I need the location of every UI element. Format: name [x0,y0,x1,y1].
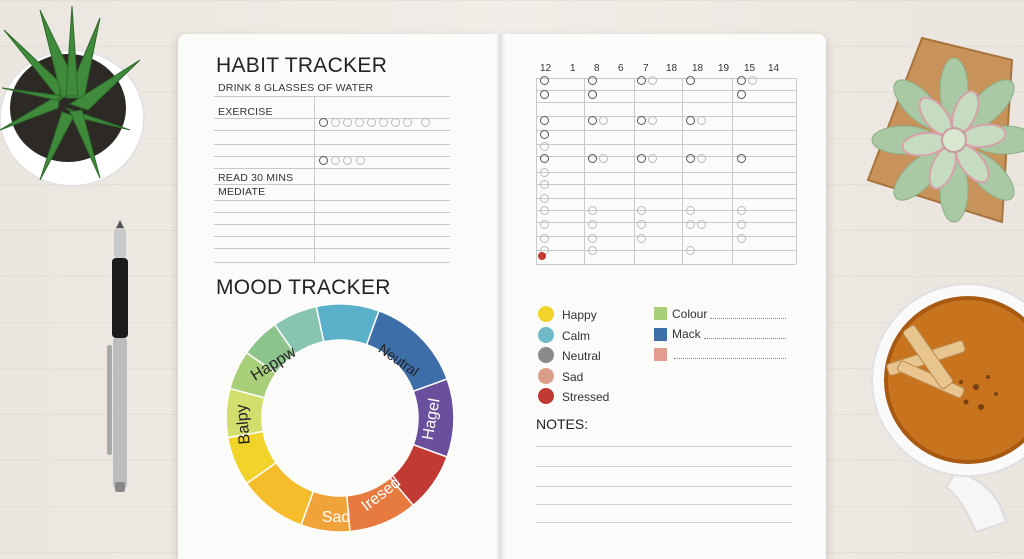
habit-water: DRINK 8 GLASSES OF WATER [218,82,374,94]
habit-check-circle[interactable] [588,154,597,163]
habit-check-circle[interactable] [588,76,597,85]
succulent-wooden-pot [866,36,1024,224]
habit-check-circle[interactable] [540,168,549,177]
habit-check-circle[interactable] [540,116,549,125]
mood-ring-chart: Happw Neutral Hagel Iresed Sad Balpy [225,303,455,533]
legend-neutral-dot [538,347,554,363]
key-colour-label: Colour [672,307,708,321]
habit-check-circle[interactable] [637,116,646,125]
left-page: HABIT TRACKER DRINK 8 GLASSES OF WATER E… [178,34,500,559]
habit-check-circle[interactable] [686,76,695,85]
tea-cup [871,283,1024,534]
habit-check-circle[interactable] [540,180,549,189]
habit-check-circle[interactable] [540,234,549,243]
notebook-spine [496,34,506,559]
habit-check-circle[interactable] [737,206,746,215]
filled-red-dot [538,252,546,260]
habit-check-circle[interactable] [648,76,657,85]
mood-tracker-title: MOOD TRACKER [216,276,391,299]
habit-check-circle[interactable] [737,220,746,229]
key-mack-swatch [654,328,667,341]
habit-check-circle[interactable] [599,154,608,163]
habit-check-circle[interactable] [648,154,657,163]
ring-label-balpy: Balpy [233,404,253,445]
notebook: HABIT TRACKER DRINK 8 GLASSES OF WATER E… [178,34,826,559]
habit-check-circle[interactable] [540,76,549,85]
habit-check-circle[interactable] [637,154,646,163]
key-mack-label: Mack [672,327,701,341]
habit-check-circle[interactable] [588,116,597,125]
habit-check-circle[interactable] [737,76,746,85]
habit-check-circle[interactable] [748,76,757,85]
pen [107,220,128,492]
habit-check-circle[interactable] [737,154,746,163]
habit-check-circle[interactable] [588,234,597,243]
habit-check-circle[interactable] [637,76,646,85]
habit-check-circle[interactable] [588,246,597,255]
legend-sad-label: Sad [562,370,584,384]
habit-read: READ 30 MINS [218,172,294,184]
habit-check-circle[interactable] [540,154,549,163]
habit-check-circle[interactable] [637,220,646,229]
legend-stressed-dot [538,388,554,404]
legend-happy-dot [538,306,554,322]
habit-check-circle[interactable] [588,90,597,99]
habit-check-circle[interactable] [697,220,706,229]
habit-check-circle[interactable] [599,116,608,125]
habit-check-circle[interactable] [637,206,646,215]
habit-check-circle[interactable] [648,116,657,125]
habit-exercise: EXERCISE [218,106,273,118]
habit-check-circle[interactable] [686,154,695,163]
ring-label-sad: Sad [322,509,350,526]
habit-check-circle[interactable] [588,206,597,215]
habit-check-circle[interactable] [540,142,549,151]
habit-check-circle[interactable] [686,206,695,215]
legend-neutral-label: Neutral [562,349,601,363]
habit-check-circle[interactable] [737,234,746,243]
right-page: 12 1 8 6 7 18 18 19 15 14 Happy Calm Neu… [500,34,826,559]
habit-check-circle[interactable] [588,220,597,229]
habit-check-circle[interactable] [540,220,549,229]
habit-check-circle[interactable] [540,206,549,215]
habit-check-circle[interactable] [697,116,706,125]
key-blank-swatch [654,348,667,361]
habit-check-circle[interactable] [540,194,549,203]
habit-check-circle[interactable] [540,130,549,139]
habit-tracker-title: HABIT TRACKER [216,54,388,77]
legend-calm-label: Calm [562,329,591,343]
legend-happy-label: Happy [562,308,597,322]
legend-sad-dot [538,368,554,384]
notes-title: NOTES: [536,416,589,432]
habit-check-circle[interactable] [637,234,646,243]
habit-check-circle[interactable] [686,246,695,255]
habit-check-circle[interactable] [686,220,695,229]
legend-stressed-label: Stressed [562,390,610,404]
habit-check-circle[interactable] [540,90,549,99]
habit-check-circle[interactable] [697,154,706,163]
legend-calm-dot [538,327,554,343]
key-colour-swatch [654,307,667,320]
habit-mediate: MEDIATE [218,186,266,198]
aloe-plant-pot [0,5,145,187]
habit-check-circle[interactable] [737,90,746,99]
habit-check-circle[interactable] [686,116,695,125]
